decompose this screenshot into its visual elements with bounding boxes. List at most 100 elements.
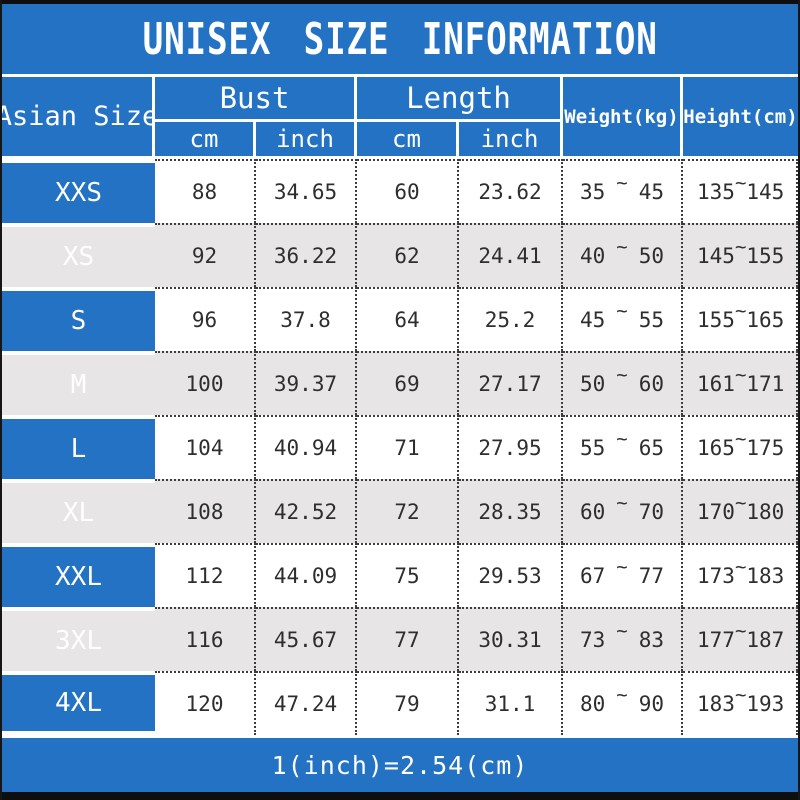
header-length-cm: cm [357,122,459,156]
bust-cm-value: 100 [155,351,256,415]
table-row-xxs: XXS 88 34.65 60 23.62 35 ~45 135 ~145 [2,159,798,223]
weight-range-min: 73 [580,628,606,652]
length-inch-value: 24.41 [459,223,563,287]
bust-inch-value: 47.24 [256,671,357,735]
header-height-cm: Height(cm) [683,77,798,156]
table-row-l: L 104 40.94 71 27.95 55 ~65 165 ~175 [2,415,798,479]
header-asian-size: Asian Size [2,77,158,156]
height-range: 165 ~175 [683,415,798,479]
length-inch-value: 27.17 [459,351,563,415]
height-range-min: 183 [697,692,735,716]
height-range-min: 173 [697,564,735,588]
weight-range-max: 77 [638,564,664,588]
height-range-min: 161 [697,372,735,396]
height-range-max: 165 [746,308,785,332]
size-label: XS [2,223,155,287]
bust-inch-value: 37.8 [256,287,357,351]
range-tilde: ~ [616,684,628,706]
range-tilde: ~ [734,300,747,322]
weight-range: 40 ~50 [563,223,683,287]
height-range-max: 145 [746,180,785,204]
weight-range: 35 ~45 [563,159,683,223]
length-cm-value: 79 [357,671,459,735]
size-label: L [2,415,155,479]
height-range-max: 183 [746,564,785,588]
height-range-min: 135 [697,180,735,204]
weight-range-max: 70 [638,500,664,524]
height-range-max: 171 [746,372,785,396]
range-tilde: ~ [616,492,628,514]
header-weight-kg: Weight(kg) [563,77,683,156]
range-tilde: ~ [734,556,747,578]
header-group-bust: Bust [155,77,357,122]
length-cm-value: 69 [357,351,459,415]
weight-range-max: 60 [638,372,664,396]
length-cm-value: 60 [357,159,459,223]
height-range: 161 ~171 [683,351,798,415]
size-label: XXS [2,159,155,223]
table-row-3xl: 3XL 116 45.67 77 30.31 73 ~83 177 ~187 [2,607,798,671]
table-row-xxl: XXL 112 44.09 75 29.53 67 ~77 173 ~183 [2,543,798,607]
range-tilde: ~ [734,492,747,514]
range-tilde: ~ [734,684,747,706]
height-range-min: 145 [697,244,735,268]
weight-range-max: 90 [638,692,664,716]
weight-range: 60 ~70 [563,479,683,543]
top-black-bar [2,0,798,4]
size-label: XL [2,479,155,543]
weight-range-max: 50 [638,244,664,268]
bust-cm-value: 120 [155,671,256,735]
bust-inch-value: 42.52 [256,479,357,543]
bust-inch-value: 40.94 [256,415,357,479]
size-label: M [2,351,155,415]
range-tilde: ~ [734,236,747,258]
range-tilde: ~ [734,428,747,450]
height-range-min: 165 [697,436,735,460]
weight-range: 80 ~90 [563,671,683,735]
bust-cm-value: 116 [155,607,256,671]
table-row-xs: XS 92 36.22 62 24.41 40 ~50 145 ~155 [2,223,798,287]
range-tilde: ~ [734,364,747,386]
length-cm-value: 77 [357,607,459,671]
header-bust-cm: cm [155,122,256,156]
height-range: 177 ~187 [683,607,798,671]
header-length-inch: inch [459,122,563,156]
table-row-4xl: 4XL 120 47.24 79 31.1 80 ~90 183 ~193 [2,671,798,735]
weight-range: 55 ~65 [563,415,683,479]
length-inch-value: 27.95 [459,415,563,479]
weight-range-min: 60 [580,500,606,524]
weight-range-min: 45 [580,308,606,332]
weight-range: 50 ~60 [563,351,683,415]
height-range: 170 ~180 [683,479,798,543]
height-range-max: 175 [746,436,785,460]
height-range-max: 180 [746,500,785,524]
height-range-max: 187 [746,628,785,652]
length-inch-value: 30.31 [459,607,563,671]
range-tilde: ~ [616,236,628,258]
bust-cm-value: 92 [155,223,256,287]
range-tilde: ~ [616,428,628,450]
table-header: Asian Size Bust Length cm inch cm inch W… [2,77,798,159]
bottom-black-bar [2,792,798,800]
title-band: UNISEX SIZE INFORMATION [2,4,798,77]
size-label: 4XL [2,671,155,735]
weight-range-min: 55 [580,436,606,460]
height-range: 145 ~155 [683,223,798,287]
height-range-min: 170 [697,500,735,524]
length-inch-value: 23.62 [459,159,563,223]
length-inch-value: 29.53 [459,543,563,607]
page-title: UNISEX SIZE INFORMATION [142,13,658,65]
height-range: 155 ~165 [683,287,798,351]
range-tilde: ~ [734,172,747,194]
bust-cm-value: 104 [155,415,256,479]
weight-range-min: 67 [580,564,606,588]
length-cm-value: 62 [357,223,459,287]
table-row-s: S 96 37.8 64 25.2 45 ~55 155 ~165 [2,287,798,351]
length-inch-value: 31.1 [459,671,563,735]
weight-range-max: 45 [638,180,664,204]
weight-range-min: 40 [580,244,606,268]
size-label: S [2,287,155,351]
length-inch-value: 25.2 [459,287,563,351]
weight-range: 67 ~77 [563,543,683,607]
